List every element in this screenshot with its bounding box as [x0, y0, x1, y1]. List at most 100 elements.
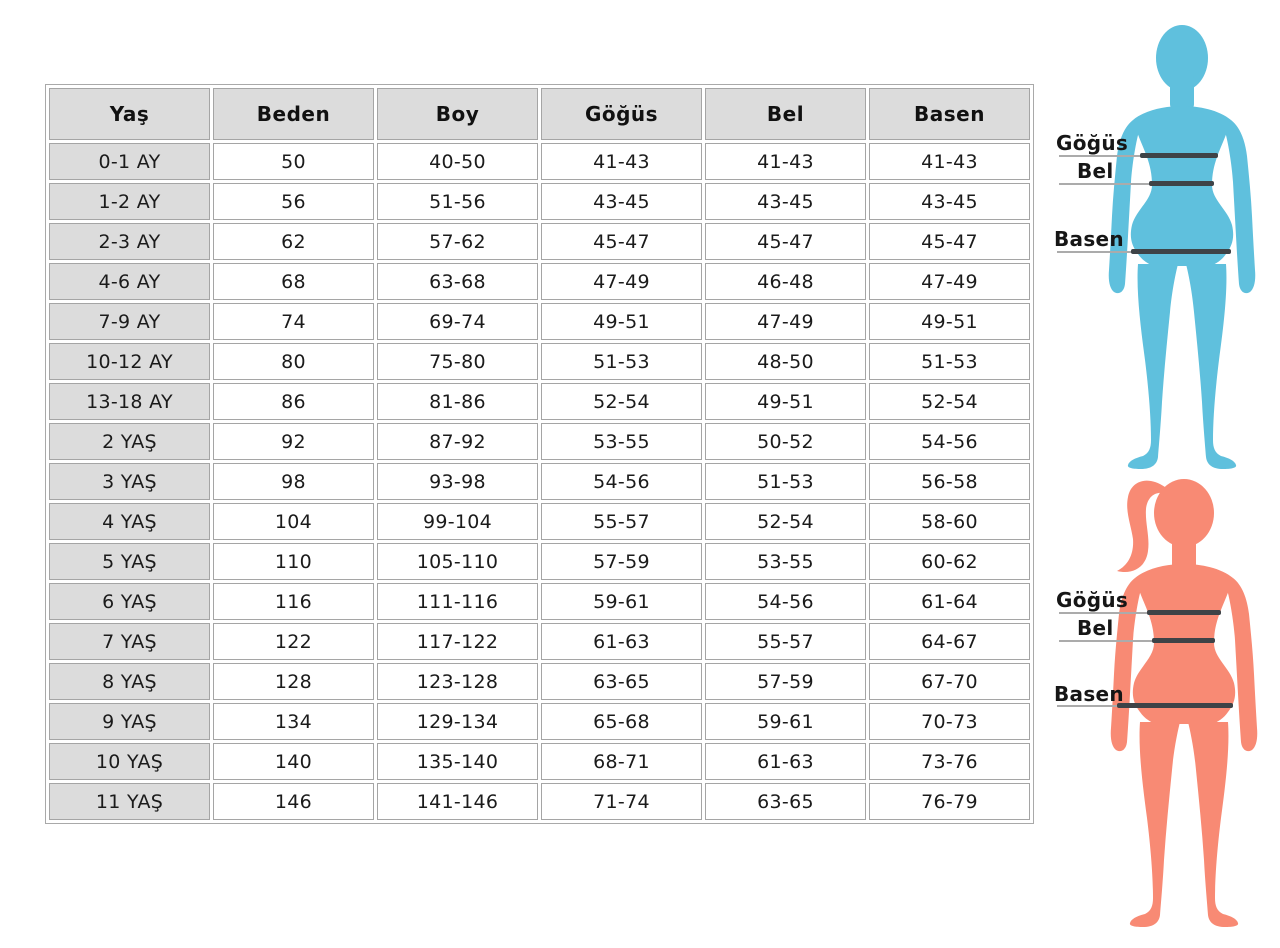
table-row: 8 YAŞ 128 123-128 63-65 57-59 67-70 — [49, 663, 1030, 700]
value-cell: 59-61 — [705, 703, 866, 740]
age-cell: 5 YAŞ — [49, 543, 210, 580]
value-cell: 117-122 — [377, 623, 538, 660]
value-cell: 63-65 — [541, 663, 702, 700]
adult-waist-leader-line — [1059, 183, 1157, 185]
value-cell: 52-54 — [705, 503, 866, 540]
child-waist-measure-line — [1152, 638, 1215, 643]
value-cell: 128 — [213, 663, 374, 700]
value-cell: 47-49 — [705, 303, 866, 340]
size-table-body: 0-1 AY 50 40-50 41-43 41-43 41-43 1-2 AY 56 51-5… — [49, 143, 1030, 820]
value-cell: 46-48 — [705, 263, 866, 300]
adult-torso — [1130, 106, 1234, 266]
value-cell: 65-68 — [541, 703, 702, 740]
age-cell: 2 YAŞ — [49, 423, 210, 460]
value-cell: 69-74 — [377, 303, 538, 340]
value-cell: 98 — [213, 463, 374, 500]
size-table: Yaş Beden Boy Göğüs Bel Basen 0-1 AY 50 40… — [45, 84, 1034, 824]
value-cell: 58-60 — [869, 503, 1030, 540]
value-cell: 111-116 — [377, 583, 538, 620]
adult-chest-leader-line — [1059, 155, 1151, 157]
value-cell: 56 — [213, 183, 374, 220]
age-cell: 10-12 AY — [49, 343, 210, 380]
adult-head — [1156, 25, 1208, 91]
value-cell: 105-110 — [377, 543, 538, 580]
child-hip-label: Basen — [1054, 682, 1124, 706]
age-cell: 6 YAŞ — [49, 583, 210, 620]
value-cell: 76-79 — [869, 783, 1030, 820]
age-cell: 2-3 AY — [49, 223, 210, 260]
child-hip-measure-line — [1117, 703, 1233, 708]
value-cell: 67-70 — [869, 663, 1030, 700]
value-cell: 51-53 — [869, 343, 1030, 380]
value-cell: 57-59 — [541, 543, 702, 580]
age-cell: 0-1 AY — [49, 143, 210, 180]
value-cell: 61-63 — [705, 743, 866, 780]
table-row: 10-12 AY 80 75-80 51-53 48-50 51-53 — [49, 343, 1030, 380]
value-cell: 47-49 — [541, 263, 702, 300]
value-cell: 49-51 — [869, 303, 1030, 340]
age-cell: 1-2 AY — [49, 183, 210, 220]
size-table-header: Yaş Beden Boy Göğüs Bel Basen — [49, 88, 1030, 140]
child-right-arm — [1226, 578, 1258, 752]
value-cell: 75-80 — [377, 343, 538, 380]
table-row: 0-1 AY 50 40-50 41-43 41-43 41-43 — [49, 143, 1030, 180]
value-cell: 59-61 — [541, 583, 702, 620]
age-cell: 4 YAŞ — [49, 503, 210, 540]
value-cell: 135-140 — [377, 743, 538, 780]
value-cell: 56-58 — [869, 463, 1030, 500]
table-row: 10 YAŞ 140 135-140 68-71 61-63 73-76 — [49, 743, 1030, 780]
value-cell: 53-55 — [705, 543, 866, 580]
table-row: 4 YAŞ 104 99-104 55-57 52-54 58-60 — [49, 503, 1030, 540]
age-cell: 9 YAŞ — [49, 703, 210, 740]
value-cell: 123-128 — [377, 663, 538, 700]
value-cell: 45-47 — [869, 223, 1030, 260]
value-cell: 50 — [213, 143, 374, 180]
column-header-size: Beden — [213, 88, 374, 140]
value-cell: 73-76 — [869, 743, 1030, 780]
value-cell: 51-53 — [541, 343, 702, 380]
value-cell: 48-50 — [705, 343, 866, 380]
value-cell: 63-68 — [377, 263, 538, 300]
column-header-hip: Basen — [869, 88, 1030, 140]
value-cell: 64-67 — [869, 623, 1030, 660]
column-header-waist: Bel — [705, 88, 866, 140]
child-hip-leader-line — [1057, 705, 1125, 707]
value-cell: 54-56 — [869, 423, 1030, 460]
adult-chest-label: Göğüs — [1056, 131, 1129, 155]
value-cell: 61-63 — [541, 623, 702, 660]
header-row: Yaş Beden Boy Göğüs Bel Basen — [49, 88, 1030, 140]
value-cell: 87-92 — [377, 423, 538, 460]
child-waist-leader-line — [1059, 640, 1160, 642]
adult-chest-measure-line — [1140, 153, 1218, 158]
value-cell: 122 — [213, 623, 374, 660]
value-cell: 47-49 — [869, 263, 1030, 300]
age-cell: 11 YAŞ — [49, 783, 210, 820]
child-right-leg — [1188, 722, 1239, 927]
value-cell: 55-57 — [705, 623, 866, 660]
value-cell: 80 — [213, 343, 374, 380]
value-cell: 50-52 — [705, 423, 866, 460]
child-chest-label: Göğüs — [1056, 588, 1129, 612]
child-head — [1154, 479, 1214, 547]
value-cell: 45-47 — [705, 223, 866, 260]
value-cell: 49-51 — [541, 303, 702, 340]
value-cell: 110 — [213, 543, 374, 580]
child-neck — [1172, 529, 1196, 573]
value-cell: 68-71 — [541, 743, 702, 780]
value-cell: 140 — [213, 743, 374, 780]
value-cell: 104 — [213, 503, 374, 540]
value-cell: 146 — [213, 783, 374, 820]
value-cell: 116 — [213, 583, 374, 620]
value-cell: 86 — [213, 383, 374, 420]
value-cell: 52-54 — [541, 383, 702, 420]
value-cell: 70-73 — [869, 703, 1030, 740]
value-cell: 40-50 — [377, 143, 538, 180]
table-row: 6 YAŞ 116 111-116 59-61 54-56 61-64 — [49, 583, 1030, 620]
value-cell: 60-62 — [869, 543, 1030, 580]
value-cell: 43-45 — [541, 183, 702, 220]
age-cell: 3 YAŞ — [49, 463, 210, 500]
adult-hip-measure-line — [1131, 249, 1231, 254]
adult-hip-leader-line — [1057, 251, 1140, 253]
table-row: 5 YAŞ 110 105-110 57-59 53-55 60-62 — [49, 543, 1030, 580]
value-cell: 41-43 — [705, 143, 866, 180]
